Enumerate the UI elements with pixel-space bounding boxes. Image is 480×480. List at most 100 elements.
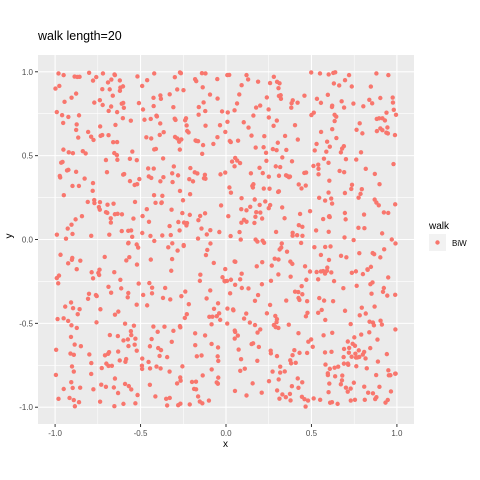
data-point [56, 71, 61, 76]
data-point [341, 354, 346, 360]
data-point [133, 401, 138, 406]
data-point [296, 222, 302, 228]
data-point [241, 120, 246, 125]
data-point [304, 299, 310, 304]
data-point [202, 333, 208, 338]
data-point [259, 282, 265, 287]
data-point [244, 72, 249, 78]
data-point [264, 158, 269, 164]
data-point [93, 292, 99, 298]
data-point [393, 112, 399, 118]
data-point [56, 281, 61, 286]
data-point [359, 332, 364, 337]
data-point [148, 257, 153, 262]
data-point [290, 353, 295, 358]
data-point [331, 278, 337, 284]
data-point [278, 364, 283, 369]
data-point [107, 232, 112, 237]
data-point [341, 346, 347, 352]
data-point [295, 137, 301, 142]
data-point [341, 286, 346, 291]
data-point [167, 369, 172, 374]
data-point [303, 404, 308, 409]
data-point [258, 210, 263, 215]
data-point [85, 296, 91, 301]
data-point [77, 306, 82, 312]
data-point [358, 150, 364, 155]
data-point [175, 173, 181, 178]
data-point [54, 109, 59, 115]
data-point [314, 141, 319, 147]
data-point [311, 163, 316, 169]
data-point [253, 214, 258, 219]
data-point [126, 228, 131, 234]
data-point [177, 188, 183, 194]
data-point [202, 172, 208, 178]
data-point [147, 382, 153, 387]
data-point [329, 103, 335, 108]
data-point [391, 107, 396, 112]
data-point [184, 311, 190, 317]
data-point [266, 174, 272, 179]
data-point [303, 183, 308, 188]
data-point [276, 377, 281, 382]
data-point [244, 311, 249, 316]
data-point [119, 212, 125, 217]
data-point [289, 384, 295, 389]
data-point [390, 95, 395, 100]
data-point [381, 247, 387, 252]
data-point [280, 392, 285, 397]
data-point [115, 349, 121, 354]
data-point [58, 252, 63, 257]
data-point [132, 182, 137, 188]
data-point [82, 176, 87, 181]
data-point [174, 381, 180, 386]
data-point [107, 87, 112, 92]
data-point [388, 389, 394, 394]
data-point [144, 303, 150, 308]
data-point [284, 298, 289, 303]
data-point [341, 169, 347, 175]
data-point [161, 130, 166, 135]
data-point [300, 233, 305, 238]
data-point [325, 92, 331, 98]
data-point [365, 267, 370, 272]
data-point [298, 240, 304, 246]
data-point [72, 74, 77, 79]
data-point [258, 327, 263, 332]
data-point [158, 347, 164, 353]
data-point [65, 261, 71, 266]
data-point [290, 98, 295, 103]
data-point [77, 385, 83, 390]
data-point [280, 155, 285, 160]
data-point [112, 72, 117, 77]
data-point [248, 171, 254, 176]
data-point [102, 254, 107, 260]
data-point [353, 351, 358, 356]
data-point [56, 396, 61, 402]
data-point [283, 394, 289, 400]
data-point [327, 144, 332, 149]
data-point [104, 169, 110, 175]
data-point [228, 190, 234, 195]
data-point [132, 199, 138, 205]
data-point [389, 237, 394, 242]
data-point [102, 353, 108, 358]
data-point [226, 214, 231, 219]
data-point [87, 352, 92, 357]
data-point [264, 95, 270, 100]
data-point [57, 173, 62, 179]
data-point [248, 204, 253, 209]
data-point [122, 381, 128, 387]
data-point [392, 202, 398, 207]
data-point [169, 339, 174, 344]
data-point [223, 170, 228, 175]
data-point [334, 114, 339, 119]
data-point [170, 179, 175, 185]
data-point [314, 96, 320, 102]
data-point [295, 100, 300, 105]
data-point [215, 96, 220, 101]
data-point [71, 369, 77, 374]
data-point [286, 322, 291, 327]
